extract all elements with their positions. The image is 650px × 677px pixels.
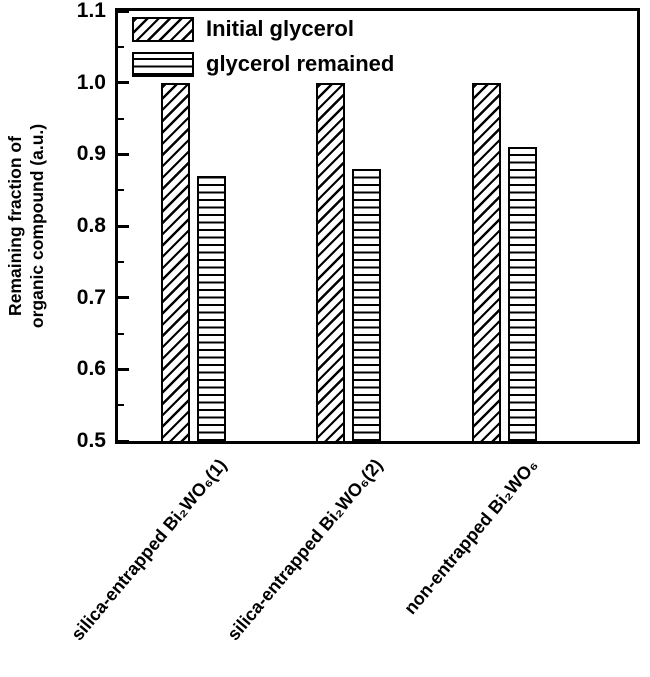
legend-item-initial-glycerol: Initial glycerol bbox=[132, 16, 394, 42]
y-axis-major-tick bbox=[118, 367, 129, 371]
x-tick-label: non-entrapped Bi₂WO₆ bbox=[400, 455, 542, 619]
y-axis-minor-tick bbox=[118, 260, 124, 263]
y-axis-major-tick bbox=[118, 224, 129, 228]
legend-swatch-horizontal-hatch-icon bbox=[132, 52, 194, 78]
legend-label-glycerol-remained: glycerol remained bbox=[206, 51, 395, 77]
y-axis-minor-tick bbox=[118, 45, 124, 48]
bars-layer bbox=[118, 11, 637, 441]
y-tick-label: 0.5 bbox=[76, 429, 106, 452]
y-axis-minor-tick bbox=[118, 404, 124, 407]
y-tick-label: 0.8 bbox=[76, 214, 106, 237]
y-tick-label: 1.1 bbox=[76, 0, 106, 22]
legend: Initial glycerol glycerol remained bbox=[132, 16, 394, 87]
y-axis-major-tick bbox=[118, 9, 129, 13]
legend-item-glycerol-remained: glycerol remained bbox=[132, 51, 395, 78]
y-tick-label: 0.7 bbox=[76, 285, 106, 309]
legend-label-initial-glycerol: Initial glycerol bbox=[206, 16, 354, 41]
y-axis-minor-tick bbox=[118, 189, 124, 192]
y-axis-major-tick bbox=[118, 439, 129, 443]
y-tick-label: 1.0 bbox=[76, 70, 106, 94]
y-axis-major-tick bbox=[118, 152, 129, 156]
bar-glycerol-remained-2 bbox=[352, 168, 382, 441]
bar-initial-glycerol-3 bbox=[472, 82, 502, 441]
plot-area: Initial glycerol glycerol remained bbox=[115, 8, 640, 444]
bar-initial-glycerol-2 bbox=[316, 82, 346, 441]
bar-glycerol-remained-3 bbox=[508, 147, 538, 441]
y-axis-label: Remaining fraction of organic compound (… bbox=[5, 123, 47, 329]
y-axis-major-tick bbox=[118, 81, 129, 85]
x-tick-label: silica-entrapped Bi₂WO₆(2) bbox=[222, 455, 387, 645]
legend-swatch-diagonal-hatch-icon bbox=[132, 16, 194, 42]
y-axis-major-tick bbox=[118, 296, 129, 300]
bar-glycerol-remained-1 bbox=[196, 175, 226, 441]
y-tick-label: 0.6 bbox=[76, 357, 106, 381]
y-ticks-layer bbox=[118, 9, 637, 443]
bar-initial-glycerol-1 bbox=[160, 82, 190, 441]
y-tick-label: 0.9 bbox=[76, 142, 106, 166]
y-axis-minor-tick bbox=[118, 332, 124, 335]
y-axis-minor-tick bbox=[118, 117, 124, 120]
x-tick-label: silica-entrapped Bi₂WO₆(1) bbox=[67, 455, 231, 645]
